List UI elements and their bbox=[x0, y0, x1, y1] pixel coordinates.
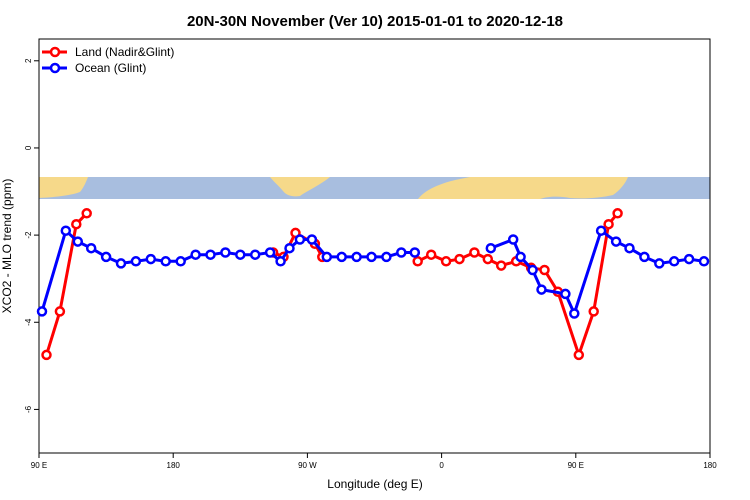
data-point-ocean bbox=[321, 251, 333, 263]
data-point-land bbox=[612, 208, 623, 219]
series-layer bbox=[36, 208, 710, 361]
data-point-ocean bbox=[306, 234, 318, 245]
data-point-ocean bbox=[145, 253, 157, 265]
y-tick-label: -4 bbox=[24, 318, 33, 326]
y-ticks: 2 0 -2 -4 -6 bbox=[24, 58, 39, 413]
data-point-land bbox=[482, 253, 494, 265]
data-point-ocean bbox=[381, 251, 392, 263]
data-point-land bbox=[71, 218, 82, 230]
data-point-ocean bbox=[560, 288, 571, 300]
data-point-land bbox=[495, 260, 507, 271]
data-point-ocean bbox=[160, 256, 171, 267]
data-point-ocean bbox=[275, 256, 286, 267]
data-point-land bbox=[469, 247, 480, 258]
data-point-land bbox=[54, 306, 66, 317]
chart-title: 20N-30N November (Ver 10) 2015-01-01 to … bbox=[187, 13, 563, 30]
legend-marker-land bbox=[49, 46, 61, 58]
data-point-ocean bbox=[85, 242, 97, 254]
data-point-ocean bbox=[264, 247, 276, 258]
data-point-ocean bbox=[235, 249, 246, 260]
map-land-sahara bbox=[470, 177, 560, 180]
data-point-ocean bbox=[351, 251, 362, 263]
data-point-ocean bbox=[220, 247, 231, 258]
data-point-ocean bbox=[130, 256, 142, 267]
y-tick-label: 0 bbox=[24, 145, 33, 150]
data-point-ocean bbox=[527, 264, 538, 276]
series-line-land bbox=[417, 212, 619, 357]
series-line-ocean bbox=[40, 229, 415, 312]
data-point-land bbox=[412, 256, 423, 267]
data-point-ocean bbox=[284, 242, 295, 254]
x-ticks: 90 E 180 90 W 0 90 E 180 bbox=[31, 453, 717, 470]
data-point-ocean bbox=[698, 256, 710, 267]
legend: Land (Nadir&Glint) Ocean (Glint) bbox=[42, 45, 174, 75]
data-point-ocean bbox=[515, 251, 526, 263]
data-point-ocean bbox=[569, 308, 580, 319]
data-point-ocean bbox=[683, 253, 695, 265]
data-point-ocean bbox=[639, 251, 650, 263]
data-point-ocean bbox=[249, 249, 261, 260]
x-tick-label: 180 bbox=[703, 461, 717, 470]
map-land-asia-west bbox=[39, 177, 88, 198]
data-point-ocean bbox=[409, 247, 421, 258]
series-line-land bbox=[45, 212, 88, 356]
data-point-ocean bbox=[60, 225, 72, 236]
y-axis-label: XCO2 - MLO trend (ppm) bbox=[0, 179, 14, 314]
data-point-land bbox=[573, 349, 585, 361]
data-point-ocean bbox=[294, 234, 306, 245]
data-point-ocean bbox=[72, 236, 84, 247]
data-point-ocean bbox=[668, 256, 680, 267]
data-point-ocean bbox=[507, 234, 519, 245]
legend-label-land: Land (Nadir&Glint) bbox=[75, 45, 174, 59]
data-point-ocean bbox=[175, 256, 186, 267]
series-line-ocean bbox=[490, 229, 705, 315]
data-point-ocean bbox=[595, 225, 607, 236]
data-point-ocean bbox=[485, 242, 497, 254]
data-point-ocean bbox=[190, 249, 201, 260]
data-point-land bbox=[81, 208, 92, 219]
data-point-ocean bbox=[654, 258, 665, 269]
y-tick-label: -2 bbox=[24, 231, 33, 239]
x-tick-label: 180 bbox=[167, 461, 181, 470]
y-tick-label: -6 bbox=[24, 405, 33, 413]
x-tick-label: 90 W bbox=[298, 461, 317, 470]
data-point-land bbox=[440, 256, 452, 267]
data-point-ocean bbox=[36, 306, 48, 317]
data-point-land bbox=[603, 218, 614, 230]
data-point-land bbox=[41, 349, 52, 361]
data-point-ocean bbox=[205, 249, 216, 260]
data-point-ocean bbox=[624, 242, 635, 254]
x-tick-label: 90 E bbox=[31, 461, 47, 470]
legend-label-ocean: Ocean (Glint) bbox=[75, 61, 146, 75]
data-point-ocean bbox=[366, 251, 377, 263]
background-map bbox=[39, 177, 710, 199]
map-land-africa-asia bbox=[418, 177, 628, 199]
data-point-land bbox=[539, 264, 550, 276]
data-point-ocean bbox=[536, 284, 547, 295]
data-point-ocean bbox=[115, 258, 127, 269]
map-land-north-america bbox=[270, 177, 330, 197]
data-point-land bbox=[425, 249, 437, 260]
y-tick-label: 2 bbox=[24, 58, 33, 63]
data-point-ocean bbox=[100, 251, 112, 263]
data-point-ocean bbox=[396, 247, 407, 258]
x-tick-label: 0 bbox=[439, 461, 444, 470]
data-point-ocean bbox=[610, 236, 622, 247]
x-tick-label: 90 E bbox=[568, 461, 584, 470]
data-point-ocean bbox=[336, 251, 347, 263]
data-point-land bbox=[588, 306, 599, 317]
legend-marker-ocean bbox=[49, 62, 61, 74]
plot-frame bbox=[38, 38, 711, 454]
data-point-land bbox=[454, 253, 465, 265]
x-axis-label: Longitude (deg E) bbox=[327, 477, 422, 491]
